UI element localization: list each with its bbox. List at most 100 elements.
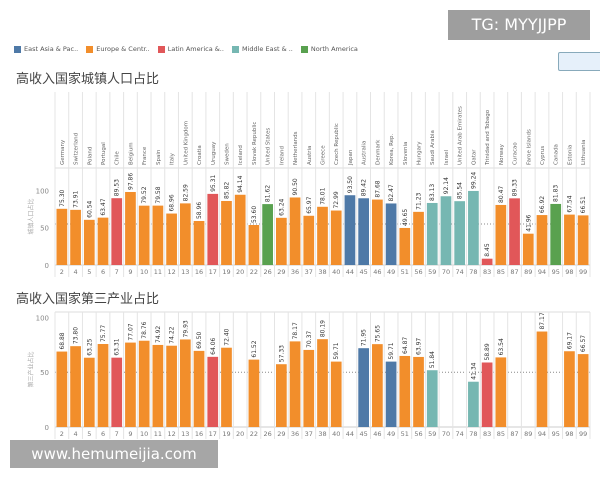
data-label: 49.65 (402, 209, 409, 226)
data-label: 83.13 (429, 184, 436, 201)
x-tick-label: 11 (154, 268, 162, 276)
x-tick-label: 70 (442, 430, 450, 438)
data-label: 72.99 (333, 191, 340, 208)
x-tick-label: 12 (167, 268, 175, 276)
country-label: Lithuania (581, 140, 587, 165)
bar (564, 214, 575, 265)
x-tick-label: 26 (263, 430, 271, 438)
bar (303, 349, 315, 427)
legend-item[interactable]: Latin America &.. (157, 45, 224, 53)
x-tick-label: 94 (538, 430, 546, 438)
data-label: 74.22 (169, 326, 176, 343)
bar (111, 357, 123, 427)
data-label: 51.84 (429, 351, 436, 368)
x-tick-label: 4 (74, 268, 78, 276)
data-label: 59.71 (388, 342, 395, 359)
data-label: 99.24 (470, 172, 477, 189)
legend-label: Middle East & .. (241, 45, 293, 53)
x-tick-label: 5 (87, 430, 91, 438)
country-label: Denmark (375, 139, 381, 165)
data-label: 71.95 (361, 329, 368, 346)
x-tick-label: 9 (128, 268, 132, 276)
legend-item[interactable]: North America (300, 45, 358, 53)
x-tick-label: 6 (101, 268, 105, 276)
x-tick-label: 17 (209, 430, 217, 438)
country-label: Israel (444, 149, 450, 165)
legend-item[interactable]: East Asia & Pac.. (14, 45, 78, 53)
data-label: 85.54 (457, 182, 464, 199)
country-label: Cyprus (540, 146, 546, 165)
x-tick-label: 13 (181, 430, 189, 438)
x-tick-label: 98 (565, 268, 573, 276)
legend-item[interactable]: Europe & Centr.. (86, 45, 150, 53)
data-label: 59.71 (333, 342, 340, 359)
x-tick-label: 78 (469, 430, 477, 438)
share-button[interactable] (558, 52, 600, 71)
data-label: 70.37 (306, 331, 313, 348)
bar (97, 217, 109, 265)
x-tick-label: 74 (456, 430, 464, 438)
bar (399, 227, 411, 265)
bar (97, 344, 109, 427)
y-tick-label: 0 (45, 424, 49, 432)
x-tick-label: 22 (250, 430, 258, 438)
bar (193, 221, 205, 265)
legend-swatch (86, 45, 94, 53)
country-label: Trinidad and Tobago (485, 109, 491, 166)
country-label: Slovenia (403, 142, 409, 165)
bar (358, 348, 370, 427)
data-label: 63.31 (114, 338, 121, 355)
x-tick-label: 99 (579, 268, 587, 276)
bar (385, 203, 397, 265)
bar (577, 215, 589, 265)
x-tick-label: 5 (87, 268, 91, 276)
bar (289, 197, 301, 265)
data-label: 73.80 (73, 327, 80, 344)
x-tick-label: 70 (442, 268, 450, 276)
bar (221, 347, 232, 427)
x-tick-label: 59 (428, 268, 436, 276)
data-label: 68.88 (59, 332, 66, 349)
data-label: 75.65 (374, 325, 381, 342)
country-label: Slovak Republic (252, 122, 258, 165)
data-label: 58.89 (484, 343, 491, 360)
country-label: Netherlands (293, 131, 299, 165)
y-tick-label: 0 (45, 262, 49, 270)
bar (303, 215, 315, 265)
chart2-title: 高收入国家第三产业占比 (16, 292, 160, 307)
x-tick-label: 37 (305, 268, 313, 276)
country-label: United Kingdom (183, 121, 189, 165)
bar (138, 205, 150, 265)
bar (536, 331, 548, 427)
bar (481, 362, 493, 427)
country-label: Faroe Islands (526, 129, 532, 165)
x-tick-label: 12 (167, 430, 175, 438)
x-tick-label: 19 (222, 268, 230, 276)
bar (509, 198, 520, 265)
data-label: 79.52 (141, 186, 148, 203)
country-label: Qatar (471, 149, 477, 165)
legend-item[interactable]: Middle East & .. (231, 45, 293, 53)
country-label: Japan (348, 149, 354, 166)
data-label: 81.83 (553, 185, 560, 202)
legend-label: East Asia & Pac.. (24, 45, 79, 53)
bar (426, 202, 438, 265)
bar (550, 203, 562, 265)
bar (111, 198, 123, 265)
legend-swatch (300, 45, 308, 53)
country-label: Poland (87, 147, 93, 165)
country-label: Chile (115, 151, 121, 165)
bar (358, 198, 370, 265)
data-label: 87.17 (539, 312, 546, 329)
data-label: 87.68 (374, 180, 381, 197)
x-tick-label: 89 (524, 268, 532, 276)
country-label: Croatia (197, 145, 203, 165)
data-label: 78.01 (320, 187, 327, 204)
bar (248, 225, 260, 265)
bar (317, 339, 328, 427)
data-label: 97.86 (127, 173, 134, 190)
data-label: 72.40 (223, 328, 230, 345)
bar (426, 370, 438, 427)
x-tick-label: 19 (222, 430, 230, 438)
legend-swatch (14, 45, 21, 53)
